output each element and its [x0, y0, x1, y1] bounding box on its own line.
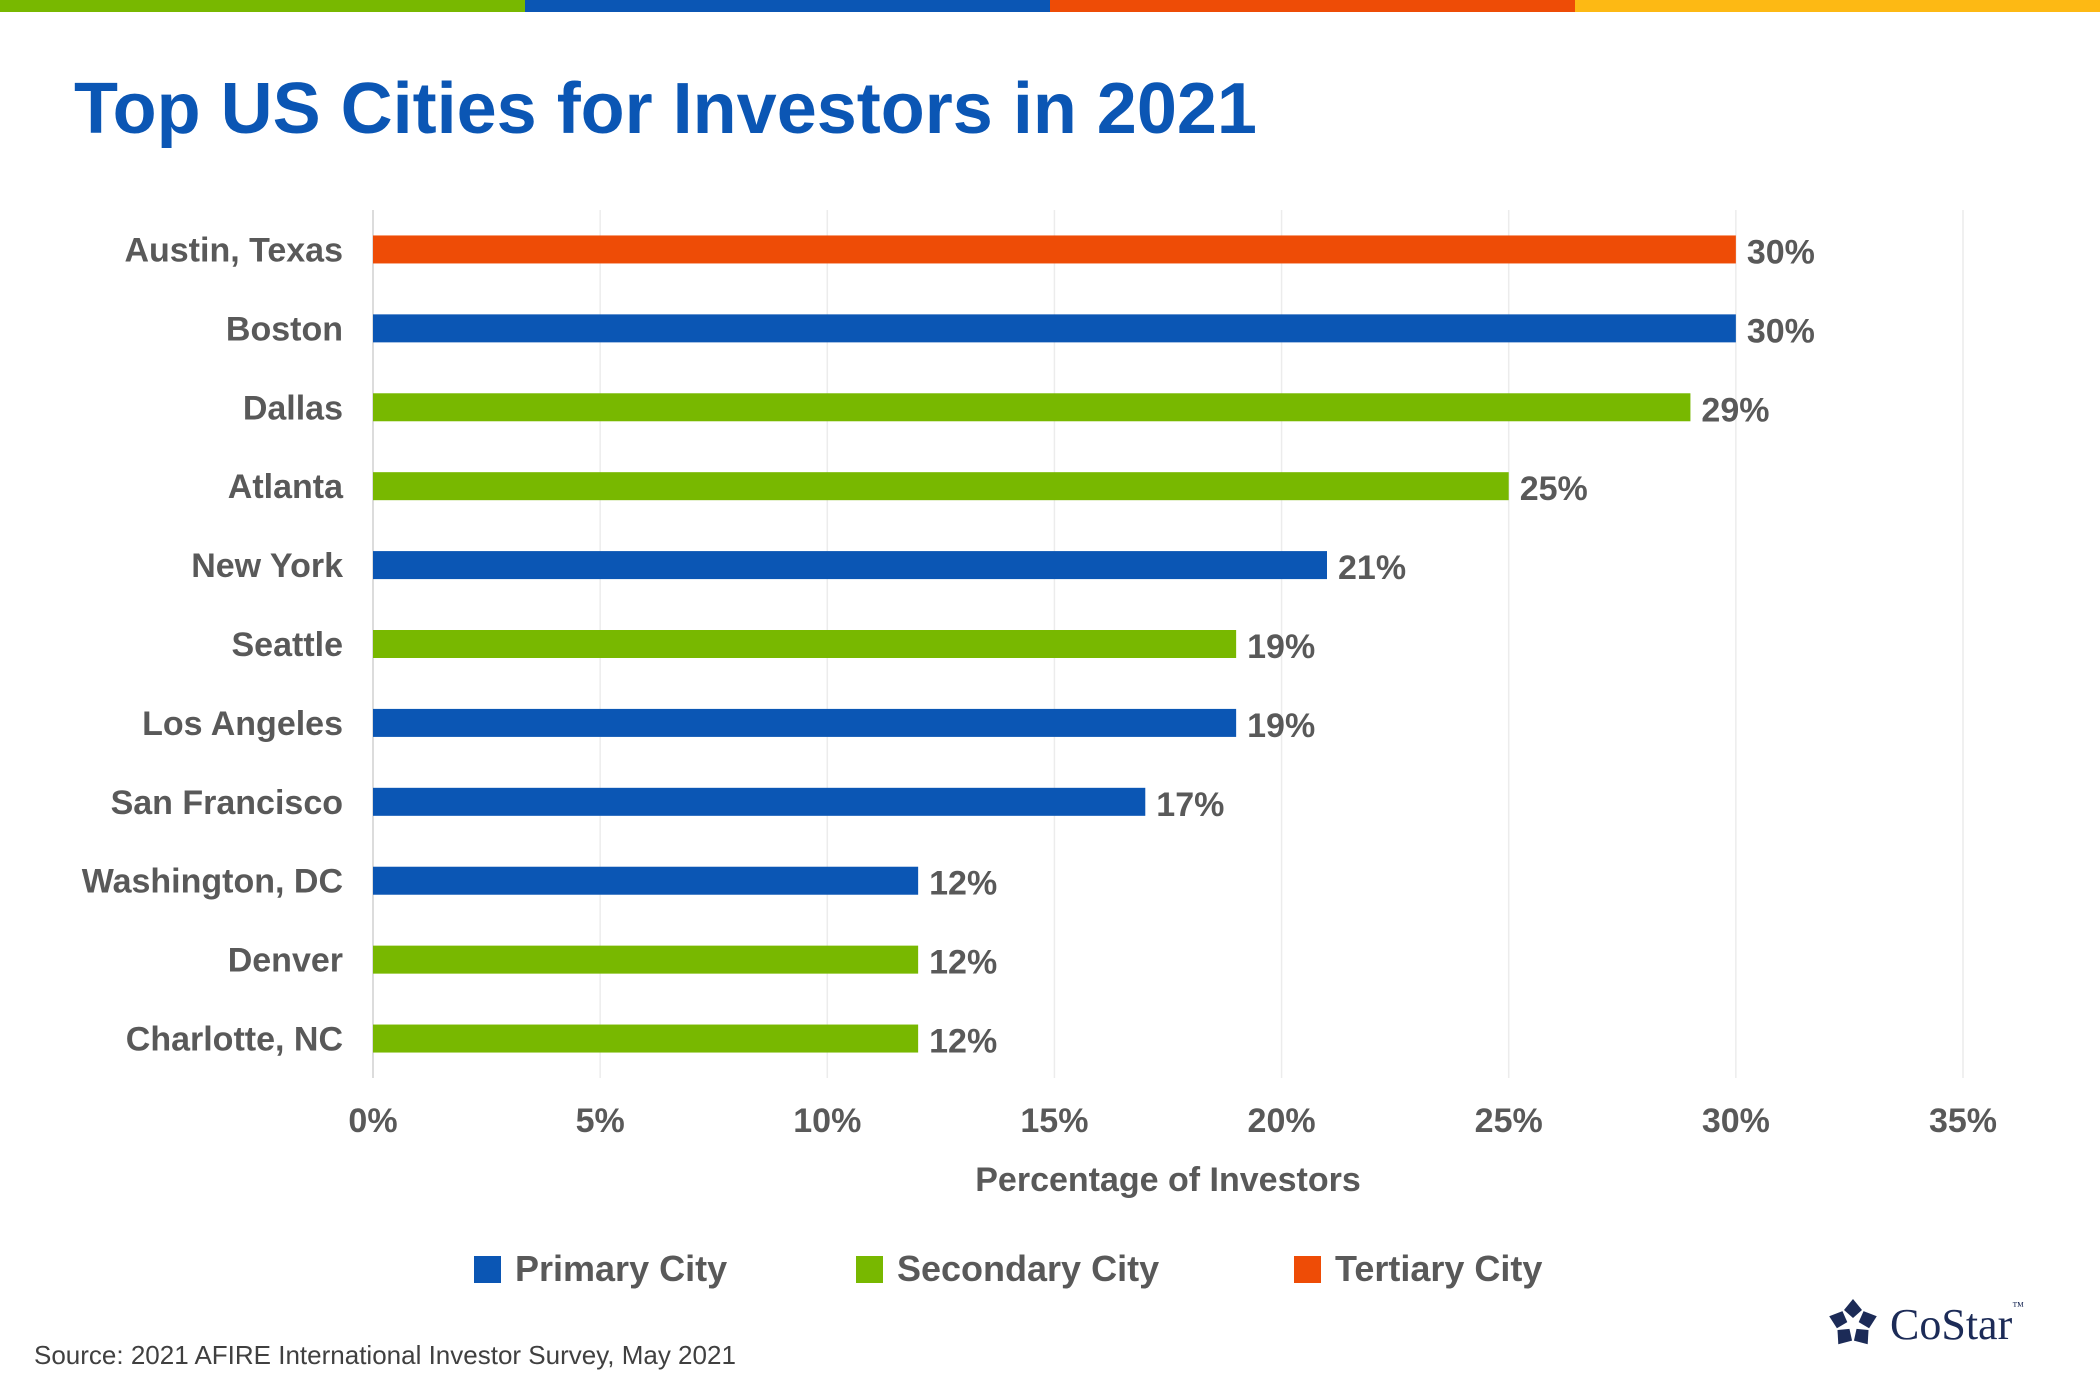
bar [373, 551, 1327, 580]
legend-label-secondary: Secondary City [897, 1248, 1160, 1289]
x-tick-label: 20% [1248, 1102, 1316, 1140]
category-label: Atlanta [228, 468, 344, 506]
data-label: 19% [1247, 707, 1315, 745]
x-tick-label: 10% [793, 1102, 861, 1140]
category-label: New York [191, 547, 343, 585]
category-label: Los Angeles [142, 705, 343, 743]
logo-star-segment [1837, 1328, 1853, 1345]
chart-title: Top US Cities for Investors in 2021 [74, 69, 1257, 149]
bar-chart: Austin, Texas 30% Boston 30% Dallas 29% Atlant… [82, 210, 1997, 1199]
stripe-segment-yellow [1575, 0, 2100, 12]
bar [373, 314, 1736, 343]
data-label: 12% [929, 865, 997, 903]
logo-star-segment [1829, 1311, 1848, 1329]
category-label: Seattle [232, 626, 344, 664]
logo-star-segment [1853, 1328, 1869, 1345]
logo-star-segment [1858, 1311, 1877, 1329]
category-label: San Francisco [111, 784, 343, 822]
stripe-segment-green [0, 0, 525, 12]
legend-item-primary: Primary City [474, 1248, 727, 1290]
stripe-segment-orange [1050, 0, 1575, 12]
data-label: 12% [929, 944, 997, 982]
legend-swatch-secondary [856, 1255, 883, 1283]
costar-star-logo-icon [1829, 1299, 1877, 1345]
stripe-segment-blue [525, 0, 1050, 12]
chart-legend: Primary City Secondary City Tertiary Cit… [0, 1248, 2100, 1292]
category-label: Austin, Texas [124, 231, 343, 269]
costar-logo: CoStar™ [1826, 1296, 2024, 1352]
legend-item-tertiary: Tertiary City [1294, 1248, 1542, 1290]
bar [373, 787, 1146, 816]
data-label: 17% [1156, 786, 1224, 824]
data-label: 12% [929, 1023, 997, 1061]
legend-label-tertiary: Tertiary City [1335, 1248, 1543, 1289]
x-tick-label: 30% [1702, 1102, 1770, 1140]
source-note: Source: 2021 AFIRE International Investo… [34, 1340, 736, 1370]
top-color-stripe [0, 0, 2100, 12]
data-label: 30% [1747, 312, 1815, 350]
legend-swatch-tertiary [1294, 1255, 1321, 1283]
data-label: 21% [1338, 549, 1406, 587]
bar [373, 945, 919, 974]
legend-item-secondary: Secondary City [856, 1248, 1159, 1290]
bar [373, 708, 1237, 737]
bar [373, 1024, 919, 1053]
x-tick-label: 15% [1020, 1102, 1088, 1140]
logo-text: CoStar™ [1890, 1298, 2024, 1349]
category-label: Denver [228, 942, 343, 980]
bar [373, 630, 1237, 658]
x-tick-label: 0% [348, 1102, 397, 1140]
bar [373, 393, 1691, 422]
x-tick-label: 35% [1929, 1102, 1997, 1140]
legend-label-primary: Primary City [515, 1248, 728, 1289]
legend-swatch-primary [474, 1255, 501, 1283]
data-label: 29% [1701, 391, 1769, 429]
bar [373, 472, 1509, 501]
data-label: 19% [1247, 628, 1315, 666]
data-label: 30% [1747, 233, 1815, 271]
bar [373, 866, 919, 895]
category-label: Charlotte, NC [126, 1021, 343, 1059]
category-label: Dallas [243, 389, 343, 427]
category-label: Boston [226, 310, 343, 348]
category-label: Washington, DC [82, 863, 343, 901]
logo-star-segment [1844, 1299, 1862, 1318]
x-axis-title: Percentage of Investors [975, 1161, 1360, 1199]
x-tick-label: 5% [576, 1102, 625, 1140]
data-label: 25% [1520, 470, 1588, 508]
x-tick-label: 25% [1475, 1102, 1543, 1140]
bar [373, 235, 1736, 264]
